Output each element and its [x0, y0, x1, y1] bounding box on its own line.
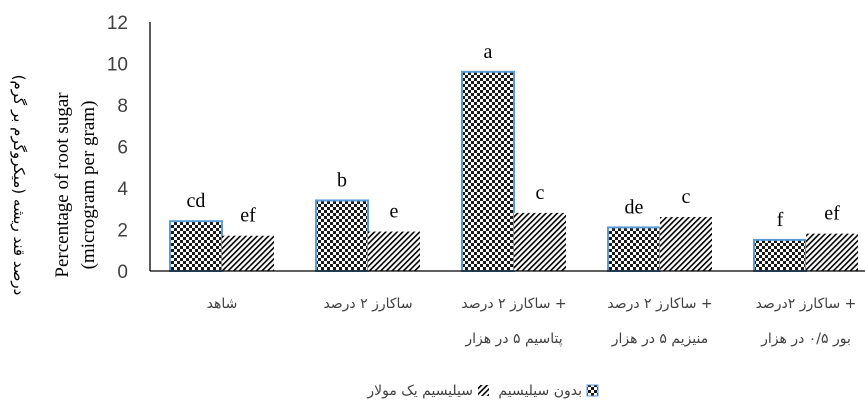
bar-label: c: [682, 186, 691, 208]
y-tick-label: 12: [107, 13, 128, 34]
x-axis-category-labels: شاهد ساکارز ۲ درصد ساکارز ۲ درصد + پتاسیم ۵…: [207, 296, 857, 347]
y-tick-label: 10: [107, 55, 128, 76]
bar-series-1-cat-1: [368, 231, 420, 271]
bar-label: e: [390, 201, 399, 223]
bar-series-0-cat-3: [607, 226, 661, 273]
y-axis-title-english-line2: (microgram per gram): [78, 101, 99, 270]
bar-series-0-cat-4: [753, 238, 807, 272]
category-label: شاهد: [207, 296, 238, 312]
y-axis-title-english-line1: Percentage of root sugar: [52, 92, 73, 278]
legend-swatch-no-silicon: [586, 384, 599, 397]
y-tick-label: 8: [117, 96, 128, 117]
bar-label: c: [536, 182, 545, 204]
bar-series-1-cat-0: [222, 235, 274, 271]
y-tick-label: 6: [117, 138, 128, 159]
y-axis-title: درصد قند ریشه (میکروگرم بر گرم) Percenta…: [10, 75, 99, 296]
bar-label: de: [625, 196, 644, 218]
bar-label: cd: [187, 190, 206, 212]
legend-swatch-silicon: [478, 385, 489, 396]
bar-label: a: [484, 41, 493, 63]
bar-significance-labels: cd b a de f ef e c c ef: [187, 41, 841, 231]
bar-series-1-cat-4: [806, 233, 858, 271]
y-axis-title-persian: درصد قند ریشه (میکروگرم بر گرم): [10, 75, 28, 296]
bars: [169, 70, 858, 273]
legend: بدون سیلیسیم سیلیسیم یک مولار: [366, 383, 599, 399]
bar-series-1-cat-2: [514, 212, 566, 271]
bar-label: ef: [824, 203, 840, 225]
bar-series-1-cat-3: [660, 217, 712, 271]
category-label: منیزیم ۵ در هزار: [611, 331, 709, 347]
y-tick-label: 4: [117, 179, 128, 200]
category-label: ساکارز ۲درصد +: [756, 296, 857, 312]
bar-label: f: [777, 209, 784, 231]
legend-label-no-silicon: بدون سیلیسیم: [498, 383, 582, 399]
legend-label-silicon: سیلیسیم یک مولار: [366, 383, 473, 399]
bar-label: b: [337, 169, 347, 191]
y-axis-tick-labels: 0 2 4 6 8 10 12: [107, 13, 129, 283]
bar-series-0-cat-1: [315, 199, 369, 272]
bar-series-0-cat-2: [461, 70, 515, 272]
category-label: ساکارز ۲ درصد +: [461, 296, 566, 312]
y-tick-label: 0: [117, 262, 128, 283]
y-tick-label: 2: [117, 221, 128, 242]
category-label: ساکارز ۲ درصد: [323, 296, 412, 312]
category-label: پتاسیم ۵ در هزار: [464, 331, 562, 347]
bar-label: ef: [240, 205, 256, 227]
category-label: ساکارز ۲ درصد +: [607, 296, 712, 312]
category-label: بور ۰/۵ در هزار: [760, 331, 851, 347]
bar-series-0-cat-0: [169, 220, 223, 272]
